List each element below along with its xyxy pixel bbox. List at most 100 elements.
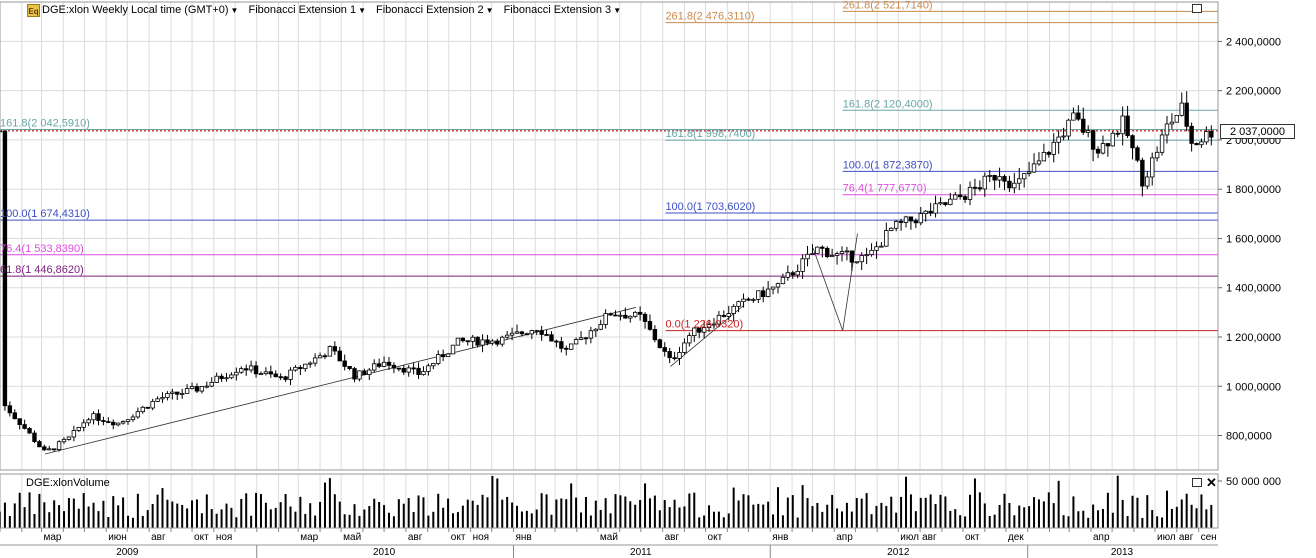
volume-bar — [437, 493, 440, 528]
candle-body — [785, 272, 791, 278]
maximize-icon[interactable] — [1192, 478, 1202, 487]
dropdown-arrow-icon: ▼ — [613, 5, 622, 15]
candle-body — [485, 339, 490, 344]
fib-level-label: 61.8(1 446,8620) — [0, 264, 84, 276]
volume-bar — [348, 514, 351, 528]
volume-bar — [1190, 504, 1193, 528]
candle-body — [37, 441, 42, 448]
candle-body — [347, 366, 352, 369]
candle-body — [711, 323, 717, 326]
candle-body — [854, 261, 859, 264]
candle-body — [450, 344, 456, 355]
x-month-label: ноя — [216, 532, 233, 543]
volume-bar — [698, 517, 701, 528]
volume-bar — [1111, 512, 1114, 528]
x-month-label: дек — [1008, 532, 1024, 543]
instrument-selector[interactable]: DGE:xlon Weekly Local time (GMT+0) ▼ — [42, 4, 238, 16]
candle-body — [721, 314, 727, 317]
candle-body — [406, 367, 411, 373]
volume-bar — [1156, 516, 1159, 528]
x-month-label: ноя — [473, 532, 490, 543]
close-icon[interactable]: ✕ — [1206, 475, 1217, 490]
volume-bar — [240, 498, 243, 528]
volume-bar — [53, 500, 56, 528]
trend-line — [670, 304, 745, 367]
volume-bar — [1018, 505, 1021, 528]
candle-body — [568, 343, 574, 350]
candle-body — [1051, 141, 1056, 155]
candle-body — [436, 354, 441, 364]
volume-bar — [1106, 492, 1109, 528]
volume-bar — [456, 512, 459, 528]
candle-body — [194, 386, 200, 392]
candle-body — [667, 351, 672, 359]
volume-bar — [481, 494, 484, 528]
x-month-label: апр — [1093, 532, 1110, 543]
study-fib-1[interactable]: Fibonacci Extension 1 ▼ — [248, 4, 366, 16]
candle-body — [647, 321, 653, 330]
volume-bar — [402, 503, 405, 528]
volume-bar — [264, 502, 267, 528]
volume-bar — [412, 512, 415, 528]
candle-body — [1125, 115, 1130, 137]
fib-level-label: 76.4(1 777,6770) — [843, 183, 927, 195]
candle-body — [312, 357, 318, 364]
candle-body — [401, 367, 406, 373]
volume-bar — [826, 504, 829, 528]
x-month-label: сен — [1201, 532, 1217, 543]
candle-body — [957, 194, 963, 198]
candle-body — [460, 337, 466, 342]
study-fib-2[interactable]: Fibonacci Extension 2 ▼ — [376, 4, 494, 16]
volume-bar — [732, 487, 735, 528]
candle-body — [834, 253, 840, 256]
y-tick-label: 1 200,0000 — [1226, 332, 1281, 344]
volume-bar — [1195, 508, 1198, 528]
candle-body — [805, 253, 810, 260]
volume-bar — [127, 515, 130, 528]
candle-body — [977, 187, 983, 190]
candle-body — [263, 371, 269, 375]
candle-body — [1036, 160, 1042, 165]
candle-body — [81, 422, 86, 428]
candle-body — [51, 448, 57, 451]
volume-bar — [880, 502, 883, 528]
candle-body — [1002, 176, 1007, 182]
volume-bar — [516, 505, 519, 528]
volume-bar — [860, 498, 863, 528]
volume-bar — [23, 507, 26, 528]
candle-body — [253, 365, 259, 375]
volume-bar — [520, 511, 523, 528]
candle-body — [1189, 125, 1194, 144]
candle-body — [352, 368, 357, 380]
candle-body — [165, 393, 170, 398]
candle-body — [628, 315, 633, 319]
volume-bar — [969, 494, 972, 528]
eq-icon[interactable]: Eq — [27, 4, 40, 17]
dropdown-arrow-icon: ▼ — [485, 5, 494, 15]
candle-body — [972, 186, 978, 189]
volume-bar — [353, 504, 356, 528]
candle-body — [189, 386, 195, 389]
volume-bar — [905, 476, 908, 528]
volume-bar — [831, 494, 834, 528]
volume-bar — [890, 496, 893, 528]
candle-body — [470, 336, 475, 342]
volume-bar — [461, 505, 464, 528]
candle-body — [1209, 131, 1214, 138]
candle-body — [150, 400, 155, 409]
candle-body — [455, 337, 461, 346]
volume-bar — [383, 505, 386, 528]
candle-body — [913, 220, 919, 224]
candle-body — [1199, 141, 1204, 146]
maximize-icon[interactable] — [1192, 4, 1202, 13]
volume-bar — [259, 494, 262, 528]
candle-body — [1031, 163, 1037, 173]
study-fib-3[interactable]: Fibonacci Extension 3 ▼ — [504, 4, 622, 16]
volume-bar — [210, 509, 213, 528]
candle-body — [1204, 131, 1209, 143]
volume-bar — [245, 493, 248, 528]
volume-bar — [1165, 490, 1168, 528]
volume-bar — [1151, 510, 1154, 528]
candle-body — [288, 369, 293, 380]
x-month-label: окт — [194, 532, 209, 543]
